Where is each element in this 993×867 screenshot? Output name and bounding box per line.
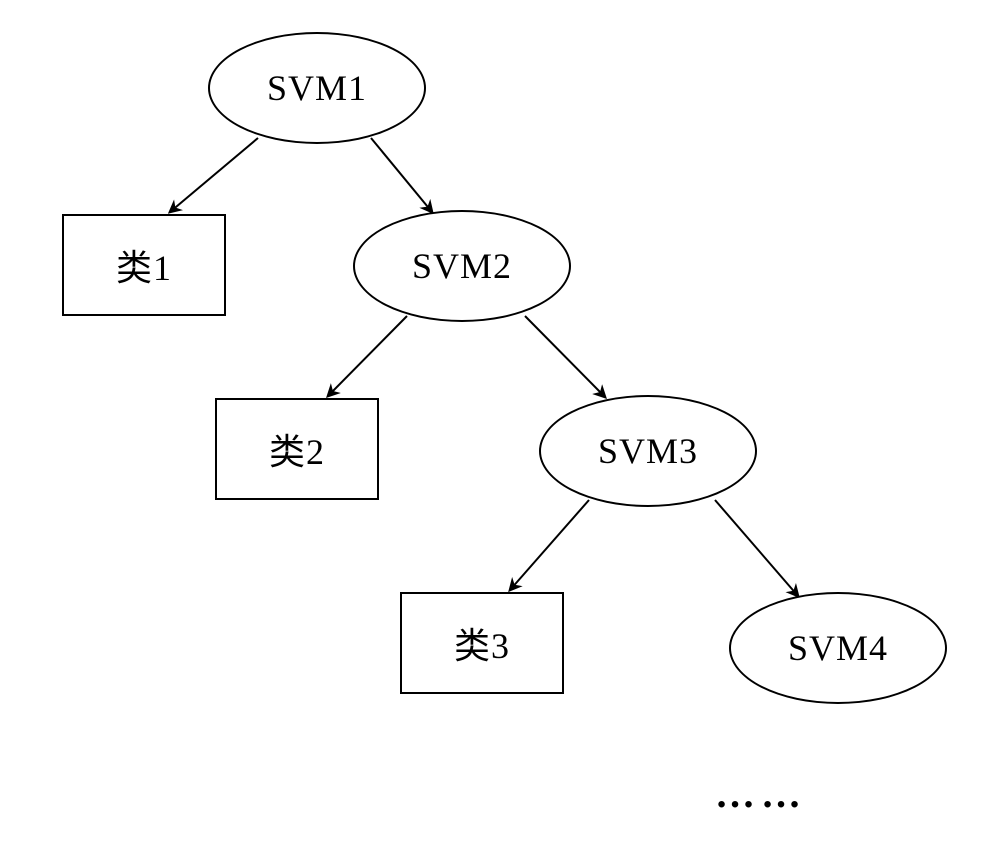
node-svm4: SVM4 xyxy=(729,592,947,704)
edge-svm2-svm3 xyxy=(525,316,605,397)
edge-svm2-class2 xyxy=(328,316,407,396)
edge-svm3-svm4 xyxy=(715,500,798,596)
node-label-svm2: SVM2 xyxy=(412,245,512,287)
node-class2: 类2 xyxy=(215,398,379,500)
edge-svm3-class3 xyxy=(510,500,589,590)
edges-layer xyxy=(0,0,993,867)
node-svm2: SVM2 xyxy=(353,210,571,322)
node-svm3: SVM3 xyxy=(539,395,757,507)
node-label-class2: 类2 xyxy=(269,423,325,475)
edge-svm1-class1 xyxy=(170,138,258,212)
node-label-svm1: SVM1 xyxy=(267,67,367,109)
node-class3: 类3 xyxy=(400,592,564,694)
edge-svm1-svm2 xyxy=(371,138,432,212)
node-label-class1: 类1 xyxy=(116,239,172,291)
continuation-dots: …… xyxy=(715,770,807,817)
node-label-svm3: SVM3 xyxy=(598,430,698,472)
node-class1: 类1 xyxy=(62,214,226,316)
node-label-class3: 类3 xyxy=(454,617,510,669)
node-svm1: SVM1 xyxy=(208,32,426,144)
diagram-canvas: SVM1 类1 SVM2 类2 SVM3 类3 SVM4 …… xyxy=(0,0,993,867)
node-label-svm4: SVM4 xyxy=(788,627,888,669)
